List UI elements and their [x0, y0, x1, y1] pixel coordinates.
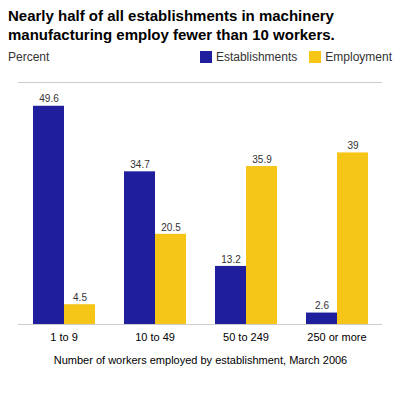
svg-text:13.2: 13.2 — [221, 254, 241, 265]
svg-text:49.6: 49.6 — [39, 93, 59, 104]
svg-text:1 to 9: 1 to 9 — [50, 331, 78, 343]
svg-text:34.7: 34.7 — [130, 159, 150, 170]
svg-text:50 to 249: 50 to 249 — [223, 331, 269, 343]
svg-text:250 or more: 250 or more — [307, 331, 366, 343]
svg-text:10 to 49: 10 to 49 — [135, 331, 175, 343]
svg-text:4.5: 4.5 — [73, 292, 87, 303]
html-text:Employment: Employment — [325, 50, 392, 64]
svg-text:20.5: 20.5 — [161, 222, 181, 233]
svg-text:35.9: 35.9 — [252, 154, 272, 165]
svg-text:Number of workers employed by: Number of workers employed by establishm… — [54, 354, 347, 366]
svg-text:39: 39 — [347, 140, 359, 151]
svg-text:2.6: 2.6 — [315, 300, 329, 311]
html-text:Establishments: Establishments — [215, 50, 298, 64]
html-text:Nearly half of all establishme: Nearly half of all establishments in mac… — [8, 7, 335, 43]
html-text:Percent: Percent — [8, 50, 50, 64]
